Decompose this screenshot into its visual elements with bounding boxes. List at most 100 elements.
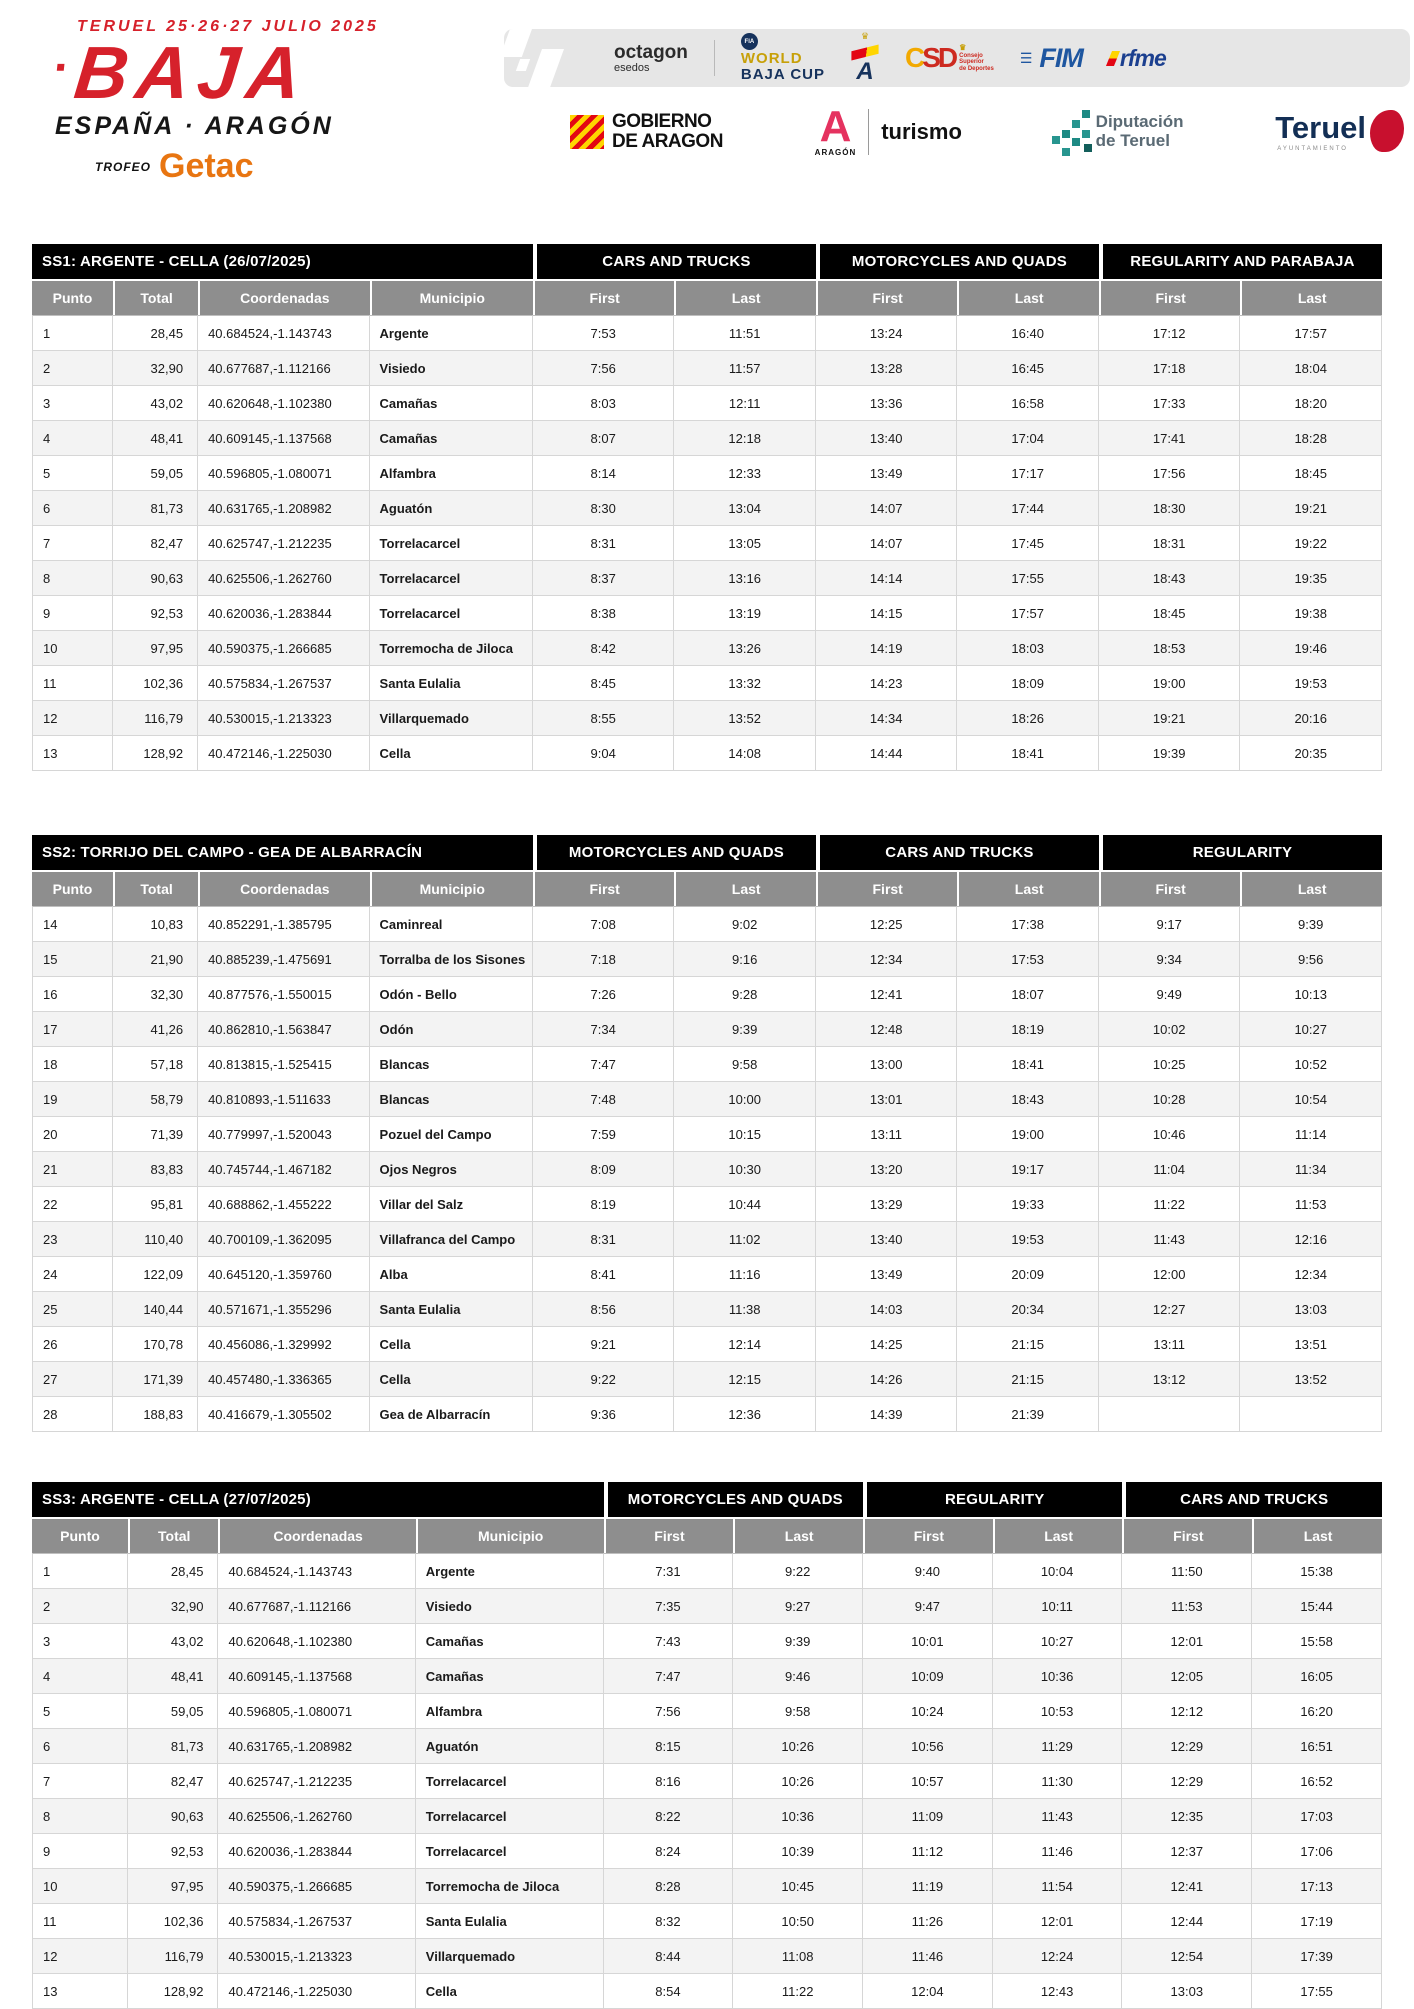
total-cell: 28,45 <box>127 1553 219 1589</box>
category-group-header: MOTORCYCLES AND QUADS <box>532 835 816 870</box>
table-row: 15 21,90 40.885239,-1.475691 Torralba de lo… <box>32 942 1382 977</box>
time-cell: 9:22 <box>733 1553 864 1589</box>
coordinates-cell: 40.456086,-1.329992 <box>198 1327 370 1362</box>
stage-title: SS3: ARGENTE - CELLA (27/07/2025) <box>32 1482 604 1517</box>
municipio-cell: Camañas <box>415 1659 604 1694</box>
punto-cell: 1 <box>32 1553 128 1589</box>
table-row: 26 170,78 40.456086,-1.329992 Cella 9:21 12:1… <box>32 1327 1382 1362</box>
time-cell: 11:22 <box>733 1974 864 2009</box>
time-cell: 16:20 <box>1252 1694 1382 1729</box>
time-cell: 12:48 <box>815 1012 958 1047</box>
category-group-header: CARS AND TRUCKS <box>1122 1482 1382 1517</box>
time-cell: 9:16 <box>674 942 816 977</box>
total-cell: 32,30 <box>113 977 199 1012</box>
total-cell: 102,36 <box>113 666 199 701</box>
table-row: 17 41,26 40.862810,-1.563847 Odón 7:34 9:39 12… <box>32 1012 1382 1047</box>
municipio-cell: Torremocha de Jiloca <box>369 631 533 666</box>
time-cell: 15:38 <box>1252 1553 1382 1589</box>
total-cell: 43,02 <box>127 1624 219 1659</box>
table-row: 3 43,02 40.620648,-1.102380 Camañas 7:43 9:39… <box>32 1624 1382 1659</box>
time-cell: 18:41 <box>957 736 1099 771</box>
time-cell: 13:11 <box>1098 1327 1241 1362</box>
time-cell: 18:26 <box>957 701 1099 736</box>
coordinates-cell: 40.575834,-1.267537 <box>198 666 370 701</box>
municipio-cell: Blancas <box>369 1082 533 1117</box>
table-row: 22 95,81 40.688862,-1.455222 Villar del Sal… <box>32 1187 1382 1222</box>
coordinates-cell: 40.645120,-1.359760 <box>198 1257 370 1292</box>
teruel-emblem-icon <box>1370 109 1404 152</box>
time-cell <box>1098 1397 1241 1432</box>
time-cell: 10:24 <box>863 1694 993 1729</box>
trophy-lockup: TROFEO Getac <box>95 147 379 186</box>
aragon-label: ARAGÓN <box>814 147 857 157</box>
time-cell: 14:39 <box>815 1397 958 1432</box>
time-cell: 12:11 <box>674 386 816 421</box>
time-cell: 10:30 <box>674 1152 816 1187</box>
event-logo: TERUEL 25·26·27 JULIO 2025 BAJA ESPAÑA ·… <box>55 12 379 186</box>
time-cell: 13:36 <box>815 386 958 421</box>
municipio-cell: Villar del Salz <box>369 1187 533 1222</box>
municipio-cell: Argente <box>369 315 533 351</box>
time-cell: 9:40 <box>863 1553 993 1589</box>
time-cell: 10:26 <box>733 1729 864 1764</box>
total-cell: 92,53 <box>127 1834 219 1869</box>
rfme-flag-icon <box>1105 50 1120 66</box>
punto-cell: 6 <box>32 491 114 526</box>
time-cell: 14:03 <box>815 1292 958 1327</box>
punto-cell: 6 <box>32 1729 128 1764</box>
time-cell: 18:30 <box>1098 491 1241 526</box>
total-cell: 122,09 <box>113 1257 199 1292</box>
time-cell: 7:34 <box>532 1012 675 1047</box>
table-row: 12 116,79 40.530015,-1.213323 Villarquemado… <box>32 701 1382 736</box>
time-cell: 18:03 <box>957 631 1099 666</box>
time-cell: 10:53 <box>992 1694 1123 1729</box>
coordinates-cell: 40.813815,-1.525415 <box>198 1047 370 1082</box>
punto-cell: 17 <box>32 1012 114 1047</box>
time-cell: 17:45 <box>957 526 1099 561</box>
column-header: First <box>1122 1517 1253 1553</box>
table-row: 5 59,05 40.596805,-1.080071 Alfambra 8:14 12:… <box>32 456 1382 491</box>
column-header: Municipio <box>369 870 533 906</box>
table-row: 3 43,02 40.620648,-1.102380 Camañas 8:03 12:1… <box>32 386 1382 421</box>
total-cell: 41,26 <box>113 1012 199 1047</box>
total-cell: 83,83 <box>113 1152 199 1187</box>
crown-icon: ♛ <box>959 42 967 52</box>
coordinates-cell: 40.530015,-1.213323 <box>218 1939 416 1974</box>
total-cell: 188,83 <box>113 1397 199 1432</box>
municipio-cell: Villafranca del Campo <box>369 1222 533 1257</box>
total-cell: 71,39 <box>113 1117 199 1152</box>
category-group-header: MOTORCYCLES AND QUADS <box>603 1482 864 1517</box>
time-cell: 8:15 <box>603 1729 734 1764</box>
table-row: 2 32,90 40.677687,-1.112166 Visiedo 7:56 11:5… <box>32 351 1382 386</box>
table-row: 12 116,79 40.530015,-1.213323 Villarquemado… <box>32 1939 1382 1974</box>
punto-cell: 9 <box>32 1834 128 1869</box>
total-cell: 32,90 <box>127 1589 219 1624</box>
time-cell: 16:51 <box>1252 1729 1382 1764</box>
time-cell: 8:31 <box>532 526 675 561</box>
table-row: 20 71,39 40.779997,-1.520043 Pozuel del Cam… <box>32 1117 1382 1152</box>
time-cell: 17:13 <box>1252 1869 1382 1904</box>
total-cell: 95,81 <box>113 1187 199 1222</box>
column-header: First <box>1098 279 1241 315</box>
time-cell: 10:11 <box>992 1589 1123 1624</box>
time-cell: 20:16 <box>1240 701 1382 736</box>
speed-lines-icon: ☰ <box>1019 49 1033 66</box>
total-cell: 128,92 <box>113 736 199 771</box>
time-cell: 8:14 <box>532 456 675 491</box>
octagon-label: octagon <box>614 41 688 63</box>
time-cell: 12:43 <box>992 1974 1123 2009</box>
category-group-header: REGULARITY AND PARABAJA <box>1098 244 1382 279</box>
time-cell: 10:25 <box>1098 1047 1241 1082</box>
time-cell: 9:21 <box>532 1327 675 1362</box>
table-row: 13 128,92 40.472146,-1.225030 Cella 9:04 14:0… <box>32 736 1382 771</box>
aragon-turismo-logo: A ARAGÓN turismo <box>814 105 962 157</box>
baja-cup-label: BAJA CUP <box>740 66 826 83</box>
coordinates-cell: 40.688862,-1.455222 <box>198 1187 370 1222</box>
time-cell: 12:18 <box>674 421 816 456</box>
time-cell: 13:11 <box>815 1117 958 1152</box>
table-row: 11 102,36 40.575834,-1.267537 Santa Eulalia… <box>32 666 1382 701</box>
time-cell: 9:58 <box>733 1694 864 1729</box>
coordinates-cell: 40.625506,-1.262760 <box>198 561 370 596</box>
punto-cell: 7 <box>32 526 114 561</box>
stage-section-ss1: SS1: ARGENTE - CELLA (26/07/2025) CARS AN… <box>32 244 1382 771</box>
